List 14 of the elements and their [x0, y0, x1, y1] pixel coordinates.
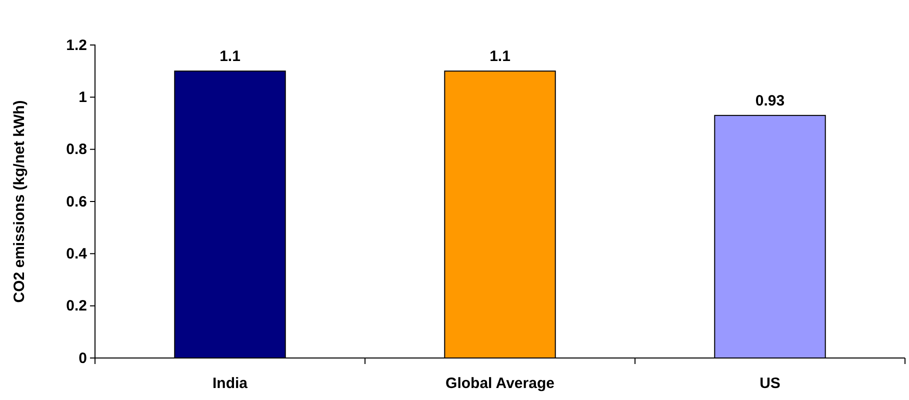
data-label: 0.93 [755, 92, 785, 110]
y-tick-label: 1.2 [66, 36, 87, 54]
x-tick-label: US [760, 375, 780, 392]
x-tick-label: India [212, 375, 248, 392]
data-label: 1.1 [220, 48, 240, 66]
y-tick-label: 0.6 [66, 193, 87, 210]
y-tick-label: 0.8 [66, 141, 87, 158]
y-tick-label: 0 [78, 350, 87, 367]
y-tick-label: 1 [78, 88, 87, 106]
y-tick-label: 0.4 [66, 245, 88, 262]
x-tick-label: Global Average [446, 375, 554, 392]
y-tick-label: 0.2 [66, 298, 87, 315]
y-axis-title: CO2 emissions (kg/net kWh) [11, 100, 28, 303]
data-label: 1.1 [490, 48, 510, 66]
